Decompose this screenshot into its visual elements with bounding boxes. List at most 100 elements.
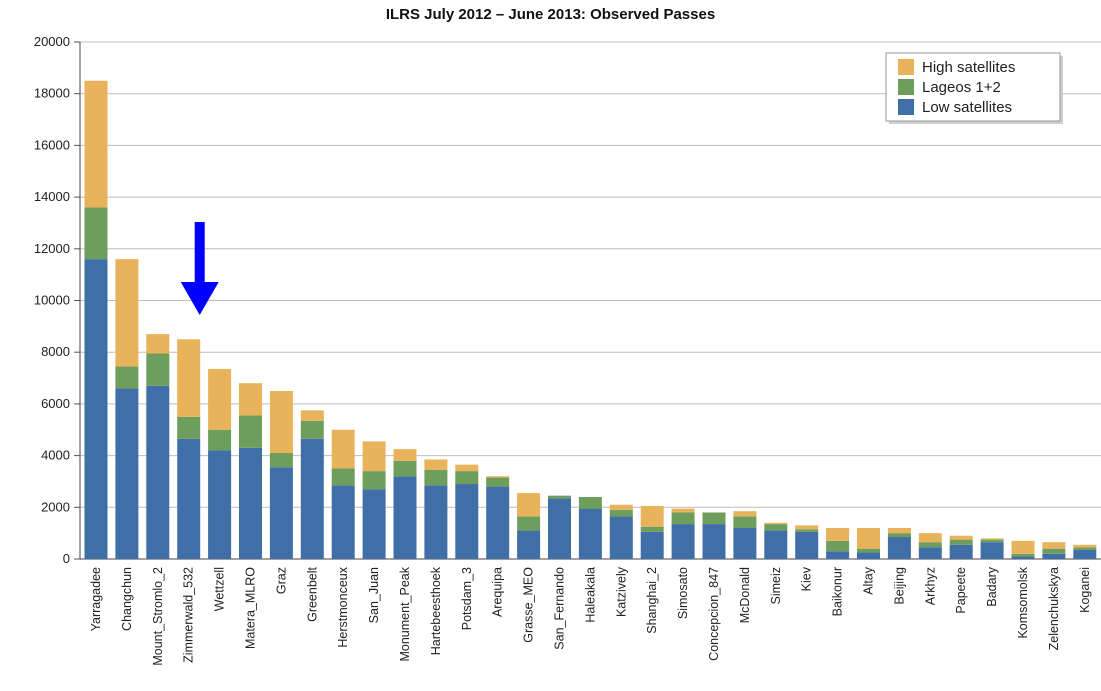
x-category-label: Kiev — [800, 566, 814, 591]
bar-segment — [331, 429, 355, 469]
bar-segment — [1073, 549, 1097, 559]
x-category-label: San_Fernando — [553, 567, 567, 650]
bar-segment — [300, 438, 324, 559]
bar-segment — [84, 207, 108, 260]
bar-segment — [918, 547, 942, 559]
bar-segment — [702, 524, 726, 559]
x-category-label: San_Juan — [367, 567, 381, 623]
y-tick-label: 4000 — [41, 448, 70, 463]
bar-segment — [795, 525, 819, 530]
bar-segment — [362, 441, 386, 472]
legend-entry: Lageos 1+2 — [922, 79, 1001, 96]
legend-box — [885, 52, 1061, 122]
bar-segment — [1011, 556, 1035, 559]
bar-segment — [517, 493, 541, 517]
x-category-label: Arequipa — [491, 567, 505, 617]
x-category-label: Potsdam_3 — [460, 567, 474, 630]
bar-segment — [269, 390, 293, 454]
x-category-label: Monument_Peak — [398, 566, 412, 661]
annotation-arrow-shaft — [194, 222, 205, 284]
bar-segment — [609, 516, 633, 559]
y-tick-label: 0 — [63, 551, 70, 566]
bar-segment — [949, 544, 973, 559]
x-category-label: Matera_MLRO — [244, 567, 258, 649]
bar-segment — [331, 485, 355, 559]
bar-segment — [887, 537, 911, 559]
bar-segment — [640, 531, 664, 559]
bar-segment — [115, 388, 139, 559]
x-category-label: Concepcion_847 — [707, 567, 721, 661]
bar-segment — [949, 535, 973, 540]
bar-segment — [424, 485, 448, 559]
bar-segment — [146, 353, 170, 386]
bar-segment — [146, 334, 170, 354]
legend-swatch — [898, 59, 914, 75]
x-category-label: Beijing — [892, 567, 906, 605]
y-tick-label: 10000 — [34, 293, 70, 308]
bar-segment — [857, 548, 880, 553]
bar-segment — [455, 484, 479, 559]
bar-segment — [1011, 553, 1035, 557]
bar-segment — [1042, 548, 1066, 554]
annotation-arrow-head — [180, 282, 219, 315]
bar-segment — [177, 438, 201, 559]
bar-segment — [362, 489, 386, 559]
bar-segment — [115, 366, 139, 389]
bar-segment — [393, 460, 417, 477]
bar-segment — [764, 530, 788, 559]
bar-segment — [269, 467, 293, 559]
bar-segment — [208, 450, 232, 559]
bar-segment — [826, 527, 850, 541]
bar-segment — [208, 429, 232, 451]
bar-segment — [857, 527, 880, 549]
bar-segment — [609, 509, 633, 517]
bar-segment — [733, 527, 757, 559]
bar-segment — [455, 471, 479, 485]
legend-swatch — [898, 99, 914, 115]
bar-segment — [424, 459, 448, 470]
x-category-label: Hartebeesthoek — [429, 566, 443, 655]
bar-segment — [517, 530, 541, 559]
bar-segment — [486, 477, 510, 487]
bar-segment — [671, 512, 695, 525]
x-category-label: Badary — [985, 566, 999, 606]
bar-segment — [671, 508, 695, 513]
x-category-label: Yarragadee — [89, 567, 103, 631]
x-category-label: Wettzell — [213, 567, 227, 611]
x-category-label: Papeete — [954, 567, 968, 614]
bar-segment — [764, 522, 788, 525]
bar-segment — [1073, 544, 1097, 548]
bar-segment — [1042, 542, 1066, 549]
legend-entry: Low satellites — [922, 99, 1012, 116]
chart-title: ILRS July 2012 – June 2013: Observed Pas… — [385, 6, 716, 23]
bar-segment — [887, 533, 911, 538]
bar-segment — [1011, 540, 1035, 554]
bar-segment — [980, 542, 1004, 559]
bar-segment — [733, 511, 757, 517]
x-category-label: Herstmonceux — [336, 566, 350, 647]
bar-segment — [239, 383, 262, 416]
x-category-label: Haleakala — [583, 567, 597, 623]
bar-segment — [733, 516, 757, 528]
x-category-label: Shanghai_2 — [645, 567, 659, 634]
bar-segment — [609, 504, 633, 510]
bar-segment — [300, 410, 324, 421]
bar-segment — [393, 476, 417, 559]
bar-segment — [486, 476, 510, 478]
bar-segment — [949, 539, 973, 545]
bar-segment — [331, 468, 355, 486]
x-category-label: Katzively — [614, 566, 628, 617]
x-category-label: Altay — [862, 566, 876, 595]
y-tick-label: 12000 — [34, 241, 70, 256]
bar-segment — [671, 524, 695, 559]
bar-segment — [208, 369, 232, 430]
bar-segment — [1042, 553, 1066, 559]
bar-segment — [980, 539, 1004, 543]
bar-segment — [548, 495, 571, 499]
bar-segment — [269, 453, 293, 468]
bar-segment — [517, 516, 541, 531]
bar-segment — [980, 538, 1004, 540]
bar-segment — [887, 527, 911, 534]
bar-segment — [424, 469, 448, 486]
